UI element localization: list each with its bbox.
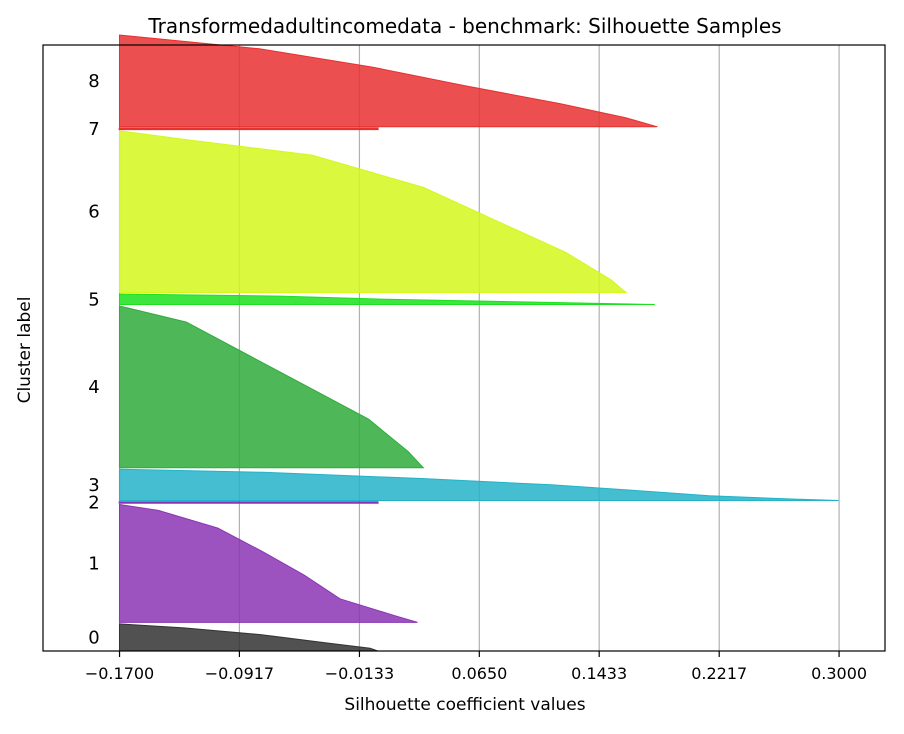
cluster-label-2: 2 — [88, 492, 99, 513]
x-tick-label: −0.1700 — [85, 664, 154, 683]
cluster-6-silhouette — [119, 130, 628, 293]
x-tick-label: 0.2217 — [691, 664, 747, 683]
cluster-label-5: 5 — [88, 289, 99, 310]
x-axis-label: Silhouette coefficient values — [344, 695, 585, 715]
cluster-label-6: 6 — [88, 202, 99, 223]
cluster-8-silhouette — [119, 34, 658, 128]
cluster-silhouettes — [118, 34, 839, 652]
x-tick-label: 0.3000 — [811, 664, 867, 683]
x-tick-label: −0.0917 — [205, 664, 274, 683]
x-tick-label: −0.0133 — [325, 664, 394, 683]
cluster-3-silhouette — [119, 468, 839, 501]
cluster-1-silhouette — [119, 503, 418, 623]
cluster-5-silhouette — [119, 293, 655, 305]
axes-frame — [42, 44, 886, 652]
x-tick-label: 0.0650 — [451, 664, 507, 683]
x-tick-label: 0.1433 — [571, 664, 627, 683]
cluster-label-4: 4 — [88, 377, 99, 398]
cluster-4-silhouette — [119, 305, 425, 469]
cluster-label-3: 3 — [88, 475, 99, 496]
cluster-label-7: 7 — [88, 119, 99, 140]
cluster-7-silhouette — [118, 127, 379, 131]
x-axis-ticks: −0.1700 −0.0917 −0.0133 0.0650 0.1433 0.2217 0… — [85, 651, 867, 683]
cluster-label-8: 8 — [88, 71, 99, 92]
chart-title: Transformedadultincomedata - benchmark: … — [147, 14, 781, 38]
y-axis-label: Cluster label — [15, 297, 35, 404]
cluster-label-1: 1 — [88, 553, 99, 574]
cluster-label-0: 0 — [88, 627, 99, 648]
cluster-2-silhouette — [118, 501, 379, 504]
